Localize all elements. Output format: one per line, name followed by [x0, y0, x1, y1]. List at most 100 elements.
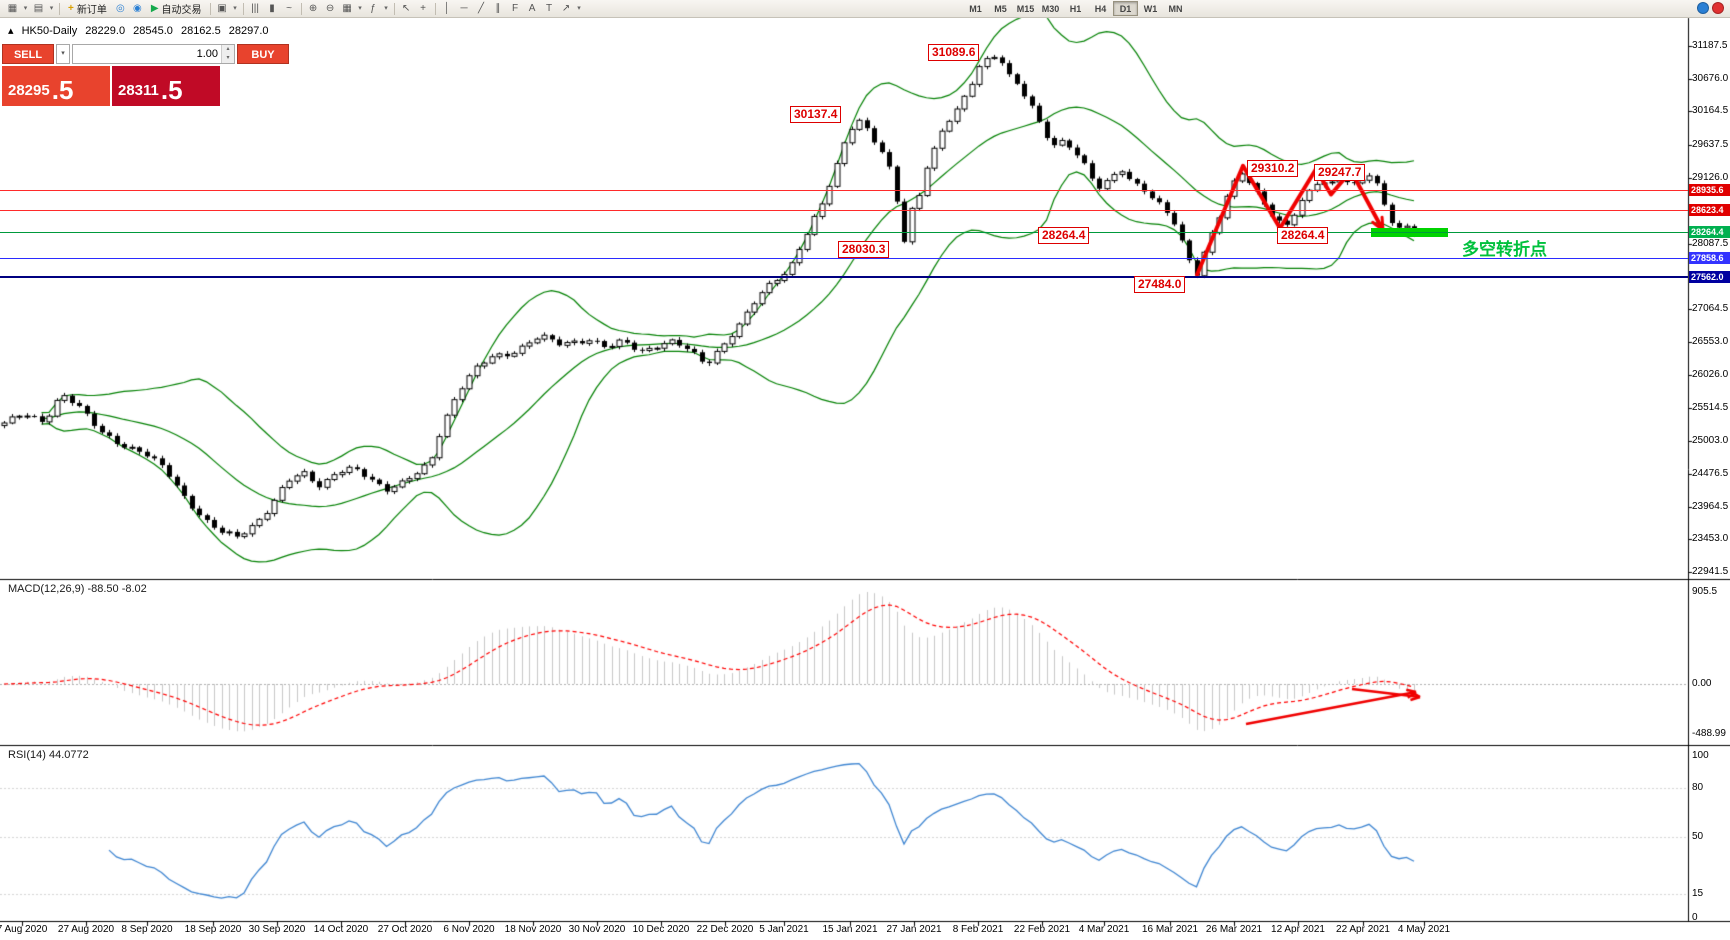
timeframe-h1-button[interactable]: H1: [1069, 4, 1082, 14]
tile-windows-caret-icon[interactable]: ▾: [358, 5, 362, 12]
rsi-axis-label: 0: [1692, 912, 1698, 923]
timeframe-mn-button[interactable]: MN: [1168, 4, 1183, 14]
volume-dropdown-icon[interactable]: ▾: [56, 44, 70, 64]
chart-symbol-icon: ▴: [8, 25, 14, 37]
volume-input[interactable]: [73, 45, 221, 63]
date-axis-label: 8 Sep 2020: [121, 924, 173, 935]
indicators-caret-icon[interactable]: ▾: [384, 5, 388, 12]
price-callout-label: 29310.2: [1247, 160, 1299, 177]
toolbar-separator: [59, 2, 60, 15]
price-callout-label: 29247.7: [1314, 164, 1366, 181]
zoom-in-icon[interactable]: ⊕: [308, 3, 318, 14]
ohlc-high: 28545.0: [133, 25, 173, 37]
price-axis-tag: 27858.6: [1689, 252, 1730, 265]
horizontal-level-line[interactable]: [0, 190, 1688, 191]
timeframe-toolbar: M1 M5 M15 M30 H1 H4 D1 W1 MN: [963, 1, 1188, 16]
date-axis-label: 16 Mar 2021: [1141, 924, 1199, 935]
date-axis-label: 26 Mar 2021: [1205, 924, 1263, 935]
profiles-icon[interactable]: ▤: [33, 3, 44, 14]
timeframe-m1-button[interactable]: M1: [969, 4, 982, 14]
timeframe-d1-button[interactable]: D1: [1113, 1, 1138, 16]
turning-point-annotation: 多空转折点: [1462, 240, 1547, 259]
timeframe-m30-button[interactable]: M30: [1041, 4, 1060, 14]
rsi-indicator-label: RSI(14) 44.0772: [8, 749, 89, 761]
new-chart-caret-icon[interactable]: ▾: [23, 5, 28, 12]
horizontal-level-line[interactable]: [0, 276, 1688, 278]
horizontal-level-line[interactable]: [0, 210, 1688, 211]
macd-indicator-label: MACD(12,26,9) -88.50 -8.02: [8, 583, 147, 595]
text-label-icon[interactable]: T: [545, 3, 553, 14]
new-order-button[interactable]: + 新订单: [63, 1, 112, 16]
price-axis-label: 22941.5: [1692, 566, 1729, 577]
chart-title: ▴ HK50-Daily 28229.0 28545.0 28162.5 282…: [8, 24, 274, 37]
date-axis-label: 8 Feb 2021: [952, 924, 1004, 935]
horizontal-level-line[interactable]: [0, 232, 1688, 233]
metaquotes-status-icon[interactable]: [1697, 2, 1709, 14]
tile-windows-icon[interactable]: ▦: [342, 3, 352, 14]
toolbar-separator: [434, 2, 436, 15]
date-axis-label: 22 Feb 2021: [1013, 924, 1071, 935]
volume-step-down-icon[interactable]: ▾: [222, 54, 234, 63]
price-axis-label: 23453.0: [1692, 533, 1729, 545]
price-axis-label: 26026.0: [1692, 369, 1729, 381]
auto-trading-button[interactable]: ▶ 自动交易: [146, 1, 207, 16]
candlestick-chart-icon[interactable]: ▮: [269, 3, 275, 14]
trendline-icon[interactable]: ╱: [478, 3, 485, 14]
price-callout-label: 28264.4: [1277, 227, 1329, 244]
buy-price-panel[interactable]: 28311 .5: [112, 66, 220, 106]
auto-trading-button-icon: ▶: [150, 3, 159, 14]
new-order-button-icon: +: [68, 3, 74, 14]
date-axis-label: 30 Sep 2020: [248, 924, 306, 935]
timeframe-m5-button[interactable]: M5: [994, 4, 1007, 14]
chart-symbol: HK50-Daily: [21, 25, 78, 37]
timeframe-m15-button[interactable]: M15: [1016, 4, 1035, 14]
equidistant-channel-icon[interactable]: ∥: [495, 3, 501, 14]
date-axis-label: 27 Oct 2020: [377, 924, 433, 935]
date-axis-label: 22 Apr 2021: [1336, 924, 1390, 935]
date-axis-label: 27 Aug 2020: [57, 924, 115, 935]
ohlc-close: 28297.0: [228, 25, 269, 37]
price-axis-label: 29126.0: [1692, 171, 1729, 183]
price-axis-tag: 27562.0: [1689, 271, 1730, 284]
new-window-caret-icon[interactable]: ▾: [233, 5, 237, 12]
arrows-icon[interactable]: ↗: [561, 3, 571, 14]
sell-button[interactable]: SELL: [2, 44, 54, 64]
timeframe-w1-button[interactable]: W1: [1143, 4, 1158, 14]
price-axis-label: 26553.0: [1692, 335, 1729, 347]
profiles-caret-icon[interactable]: ▾: [49, 5, 54, 12]
arrows-caret-icon[interactable]: ▾: [577, 5, 581, 12]
new-chart-icon[interactable]: ▦: [7, 3, 18, 14]
buy-button[interactable]: BUY: [237, 44, 289, 64]
price-axis-tag: 28935.6: [1689, 183, 1730, 196]
price-callout-label: 28030.3: [838, 241, 890, 258]
community-icon[interactable]: ◉: [132, 3, 142, 14]
fibonacci-icon[interactable]: F: [511, 3, 519, 14]
bar-chart-icon[interactable]: |||: [251, 3, 259, 14]
horizontal-line-icon[interactable]: ─: [460, 3, 468, 14]
sell-price-panel[interactable]: 28295 .5: [2, 66, 110, 106]
connection-status-icon[interactable]: [1712, 2, 1724, 14]
cursor-icon[interactable]: ↖: [401, 3, 411, 14]
buy-price: 28311: [118, 82, 159, 99]
volume-step-up-icon[interactable]: ▴: [222, 45, 234, 54]
buy-price-pips: .5: [160, 75, 183, 105]
date-axis-label: 7 Aug 2020: [0, 924, 48, 935]
date-axis-label: 14 Oct 2020: [313, 924, 369, 935]
price-axis-tag: 28264.4: [1689, 226, 1730, 239]
horizontal-level-line[interactable]: [0, 258, 1688, 259]
webterminal-icon[interactable]: ◎: [115, 3, 125, 14]
new-window-icon[interactable]: ▣: [217, 3, 227, 14]
price-axis-label: 30164.5: [1692, 105, 1729, 117]
line-chart-icon[interactable]: ~: [286, 3, 292, 14]
vertical-line-icon[interactable]: │: [443, 3, 451, 14]
text-icon[interactable]: A: [528, 3, 536, 14]
zoom-out-icon[interactable]: ⊖: [325, 3, 335, 14]
indicators-icon[interactable]: ƒ: [370, 3, 376, 14]
timeframe-h4-button[interactable]: H4: [1094, 4, 1107, 14]
price-axis-label: 28087.5: [1692, 237, 1729, 249]
crosshair-icon[interactable]: +: [420, 3, 426, 14]
date-axis-label: 4 May 2021: [1397, 924, 1451, 935]
rsi-axis-label: 15: [1692, 887, 1704, 899]
price-callout-label: 27484.0: [1134, 276, 1186, 293]
